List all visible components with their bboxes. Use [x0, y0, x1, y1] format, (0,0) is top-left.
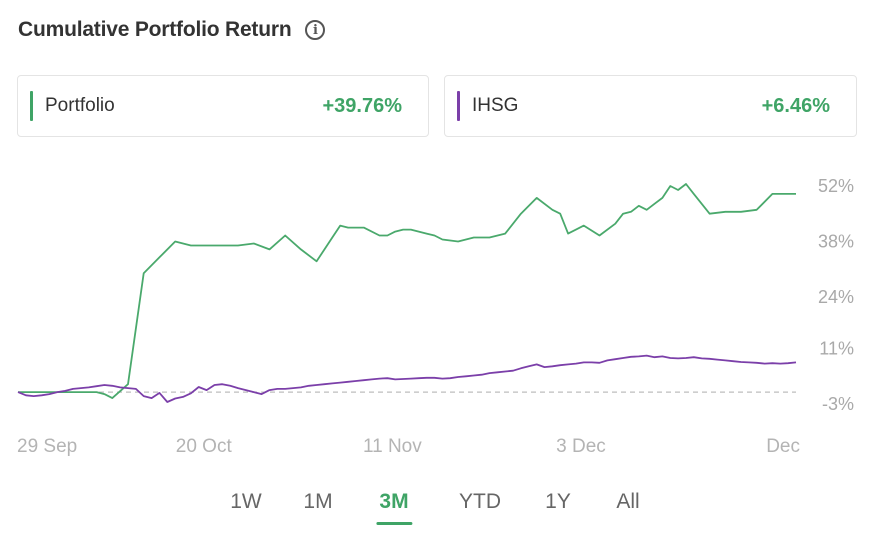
- range-button-1w[interactable]: 1W: [230, 490, 262, 514]
- range-button-3m[interactable]: 3M: [376, 490, 412, 525]
- x-tick-label: Dec: [766, 436, 800, 457]
- page-title: Cumulative Portfolio Return: [18, 18, 292, 41]
- portfolio-line: [18, 183, 796, 400]
- range-button-label: All: [616, 490, 640, 513]
- y-tick-label: -3%: [822, 394, 854, 414]
- x-tick-label: 20 Oct: [176, 436, 233, 457]
- range-button-1y[interactable]: 1Y: [545, 490, 571, 514]
- y-tick-label: 11%: [819, 339, 854, 359]
- chart-series: [17, 183, 797, 403]
- y-tick-label: 24%: [818, 287, 854, 307]
- chart-header: Cumulative Portfolio Return i: [18, 18, 326, 42]
- range-button-label: YTD: [459, 490, 501, 513]
- y-tick-label: 38%: [818, 231, 854, 251]
- range-button-label: 1W: [230, 490, 262, 513]
- x-axis-ticks: 29 Sep 20 Oct 11 Nov 3 Dec Dec: [17, 436, 800, 457]
- legend-value-portfolio: +39.76%: [322, 94, 402, 117]
- active-range-underline: [376, 522, 412, 525]
- range-selector: 1W 1M 3M YTD 1Y All: [0, 490, 874, 530]
- ihsg-line: [17, 354, 797, 403]
- range-button-1m[interactable]: 1M: [303, 490, 332, 514]
- portfolio-color-marker: [30, 91, 33, 121]
- y-tick-label: 52%: [818, 176, 854, 196]
- x-tick-label: 29 Sep: [17, 436, 77, 457]
- range-button-label: 1Y: [545, 490, 571, 513]
- ihsg-color-marker: [457, 91, 460, 121]
- legend-value-ihsg: +6.46%: [761, 94, 830, 117]
- range-button-all[interactable]: All: [616, 490, 639, 514]
- info-icon[interactable]: i: [305, 20, 326, 40]
- line-chart: 52% 38% 24% 11% -3% 29 Sep 20 Oct 11 Nov 3 Dec D…: [17, 176, 854, 457]
- range-button-ytd[interactable]: YTD: [459, 490, 501, 514]
- range-button-label: 3M: [379, 490, 409, 513]
- range-button-label: 1M: [303, 490, 333, 513]
- legend-name-ihsg: IHSG: [472, 95, 519, 116]
- x-tick-label: 11 Nov: [363, 436, 422, 457]
- legend-name-portfolio: Portfolio: [45, 95, 115, 116]
- legend-card-portfolio[interactable]: Portfolio +39.76%: [17, 75, 429, 137]
- x-tick-label: 3 Dec: [556, 436, 606, 457]
- legend-card-ihsg[interactable]: IHSG +6.46%: [444, 75, 857, 137]
- y-axis-ticks: 52% 38% 24% 11% -3%: [818, 176, 854, 414]
